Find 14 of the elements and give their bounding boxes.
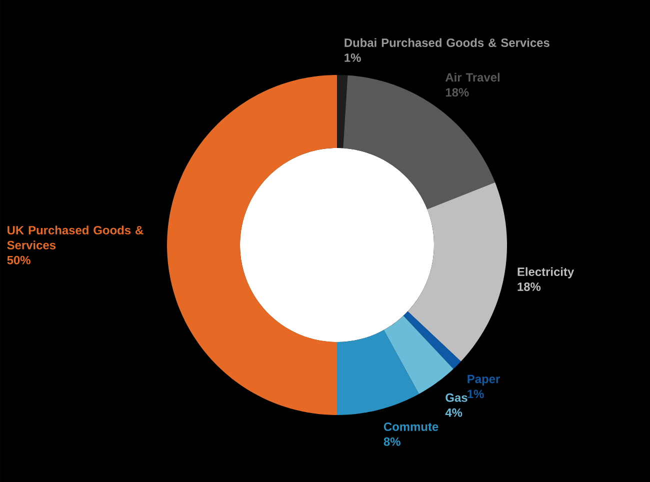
data-label: 1% (344, 53, 361, 62)
data-label: 4% (445, 408, 462, 417)
data-label: 18% (518, 282, 541, 291)
data-label: 1% (468, 390, 484, 398)
data-label: 50% (7, 256, 30, 264)
slice-label: Air Travel (445, 72, 500, 82)
slice-label: Commute (384, 422, 438, 431)
slice-label: UK Purchased Goods & Services (7, 226, 144, 250)
slice-label: Electricity (518, 267, 574, 278)
slice-label: Paper (468, 374, 500, 386)
data-label: 18% (446, 88, 469, 97)
slice-label: Dubai Purchased Goods & Services (344, 38, 550, 47)
data-label: 8% (384, 437, 400, 446)
slice-label: Gas (446, 393, 468, 402)
